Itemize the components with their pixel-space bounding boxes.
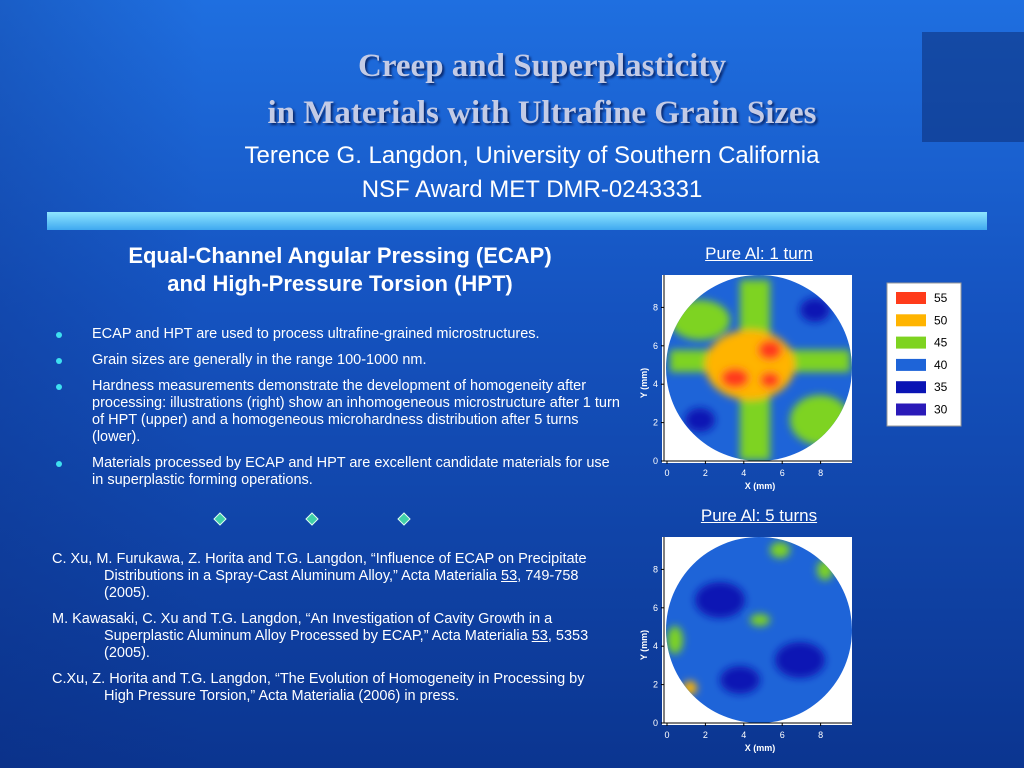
y-tick-label: 2	[653, 418, 658, 428]
bg-panel	[922, 32, 1024, 142]
legend-swatch	[896, 403, 926, 416]
reference-volume: 53	[531, 628, 548, 644]
divider-bar	[47, 212, 987, 230]
x-axis-label: X (mm)	[745, 743, 776, 753]
y-tick-label: 2	[653, 680, 658, 690]
x-tick-label: 0	[664, 730, 669, 740]
legend-label: 55	[934, 291, 948, 305]
reference: M. Kawasaki, C. Xu and T.G. Langdon, “An…	[52, 611, 612, 662]
y-tick-label: 0	[653, 718, 658, 728]
legend-swatch	[896, 292, 926, 304]
y-tick-label: 8	[653, 564, 658, 574]
legend-swatch	[896, 358, 926, 371]
section-heading: Equal-Channel Angular Pressing (ECAP) an…	[40, 242, 640, 298]
author: Terence G. Langdon, University of Southe…	[244, 142, 820, 169]
heading-line: Equal-Channel Angular Pressing (ECAP)	[128, 243, 552, 268]
diamonds	[213, 512, 411, 526]
reference: C. Xu, M. Furukawa, Z. Horita and T.G. L…	[52, 551, 612, 602]
reference-text: , 5353 (2005).	[104, 628, 589, 661]
title: in Materials with Ultrafine Grain Sizes	[267, 95, 817, 131]
x-tick-label: 4	[741, 730, 746, 740]
legend-label: 50	[934, 313, 948, 327]
x-tick-label: 2	[703, 730, 708, 740]
heading-line: and High-Pressure Torsion (HPT)	[167, 271, 513, 296]
map-image	[666, 275, 852, 461]
x-tick-label: 4	[741, 468, 746, 478]
map-caption: Pure Al: 5 turns	[700, 506, 818, 525]
legend-swatch	[896, 314, 926, 327]
map-image	[666, 537, 852, 723]
y-axis-label: Y (mm)	[639, 368, 649, 398]
x-tick-label: 2	[703, 468, 708, 478]
y-tick-label: 6	[653, 341, 658, 351]
x-tick-label: 8	[818, 730, 823, 740]
bullet: Materials processed by ECAP and HPT are …	[52, 455, 622, 489]
legend-box	[886, 282, 962, 427]
references: C. Xu, M. Furukawa, Z. Horita and T.G. L…	[52, 551, 612, 714]
reference-volume: 53	[501, 568, 518, 584]
x-tick-label: 6	[780, 468, 785, 478]
bullet: Grain sizes are generally in the range 1…	[52, 352, 622, 369]
legend-label: 45	[934, 336, 948, 350]
reference: C.Xu, Z. Horita and T.G. Langdon, “The E…	[52, 671, 612, 705]
reference-text: M. Kawasaki, C. Xu and T.G. Langdon, “An…	[52, 611, 553, 644]
title: Creep and Superplasticity	[358, 48, 726, 84]
bullet: Hardness measurements demonstrate the de…	[52, 378, 622, 446]
bullet: ECAP and HPT are used to process ultrafi…	[52, 326, 622, 343]
award: NSF Award MET DMR-0243331	[361, 176, 703, 203]
legend-label: 30	[934, 403, 948, 417]
y-tick-label: 4	[653, 379, 658, 389]
y-tick-label: 4	[653, 641, 658, 651]
y-tick-label: 0	[653, 456, 658, 466]
legend-swatch	[896, 336, 926, 349]
reference-text: C. Xu, M. Furukawa, Z. Horita and T.G. L…	[52, 551, 587, 584]
reference-text: C.Xu, Z. Horita and T.G. Langdon, “The E…	[52, 671, 585, 704]
y-axis-label: Y (mm)	[639, 630, 649, 660]
y-tick-label: 6	[653, 603, 658, 613]
x-tick-label: 0	[664, 468, 669, 478]
legend-swatch	[896, 381, 926, 394]
legend-label: 40	[934, 358, 948, 372]
x-axis-label: X (mm)	[745, 481, 776, 491]
legend-label: 35	[934, 380, 948, 394]
y-tick-label: 8	[653, 302, 658, 312]
map-caption: Pure Al: 1 turn	[705, 244, 813, 263]
x-tick-label: 8	[818, 468, 823, 478]
reference-text: , 749-758 (2005).	[104, 568, 579, 601]
bullet-list: ECAP and HPT are used to process ultrafi…	[52, 326, 622, 498]
x-tick-label: 6	[780, 730, 785, 740]
